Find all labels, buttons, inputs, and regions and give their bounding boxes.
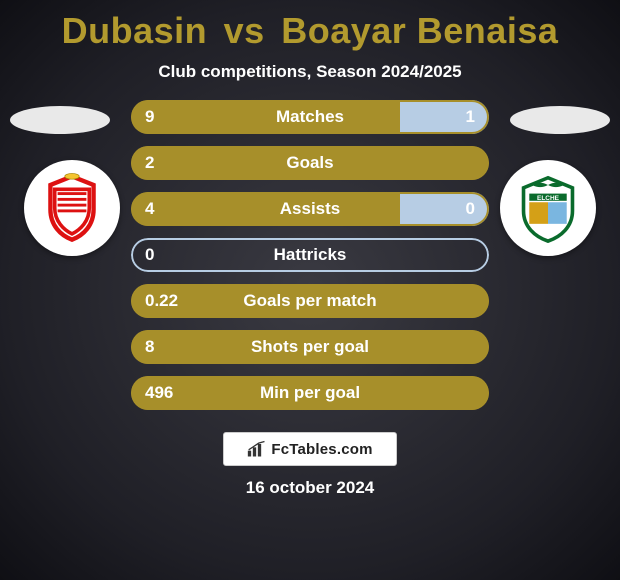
sporting-crest-icon (36, 172, 108, 244)
stat-value-left: 9 (145, 107, 154, 127)
stat-value-left: 0 (145, 245, 154, 265)
stat-row: 0 Hattricks (131, 238, 489, 272)
stat-value-right: 0 (466, 199, 475, 219)
stat-value-left: 2 (145, 153, 154, 173)
stat-row: 8 Shots per goal (131, 330, 489, 364)
elche-crest-icon: ELCHE (512, 172, 584, 244)
stat-row: 496 Min per goal (131, 376, 489, 410)
stat-label: Goals (286, 153, 333, 173)
title-vs: vs (224, 10, 265, 51)
title-player1: Dubasin (62, 10, 208, 51)
page-title: Dubasin vs Boayar Benaisa (0, 0, 620, 52)
stat-label: Shots per goal (251, 337, 369, 357)
stat-value-right: 1 (466, 107, 475, 127)
comparison-area: ELCHE 9 1 Matches 2 Goals 4 0 Assists 0 Hattricks… (0, 100, 620, 410)
stat-label: Assists (280, 199, 340, 219)
stat-label: Goals per match (243, 291, 376, 311)
title-player2: Boayar Benaisa (281, 10, 558, 51)
stat-fill-left (131, 100, 400, 134)
footer-date: 16 october 2024 (0, 478, 620, 498)
fctables-logo: FcTables.com (223, 432, 397, 466)
decor-ellipse-left (10, 106, 110, 134)
stat-row: 0.22 Goals per match (131, 284, 489, 318)
stat-value-left: 8 (145, 337, 154, 357)
subtitle: Club competitions, Season 2024/2025 (0, 62, 620, 82)
stat-row: 2 Goals (131, 146, 489, 180)
stat-value-left: 4 (145, 199, 154, 219)
stat-row: 9 1 Matches (131, 100, 489, 134)
club-crest-left (24, 160, 120, 256)
stat-label: Min per goal (260, 383, 360, 403)
stat-value-left: 0.22 (145, 291, 178, 311)
club-crest-right: ELCHE (500, 160, 596, 256)
stat-row: 4 0 Assists (131, 192, 489, 226)
stat-fill-right (400, 192, 490, 226)
fctables-bar-icon (247, 440, 267, 458)
svg-text:ELCHE: ELCHE (537, 195, 560, 202)
stat-fill-left (131, 192, 400, 226)
stat-bars: 9 1 Matches 2 Goals 4 0 Assists 0 Hattricks 0.22 Go… (131, 100, 489, 410)
decor-ellipse-right (510, 106, 610, 134)
stat-value-left: 496 (145, 383, 173, 403)
stat-label: Hattricks (274, 245, 347, 265)
fctables-text: FcTables.com (271, 441, 372, 458)
stat-fill-right (400, 100, 490, 134)
stat-label: Matches (276, 107, 344, 127)
